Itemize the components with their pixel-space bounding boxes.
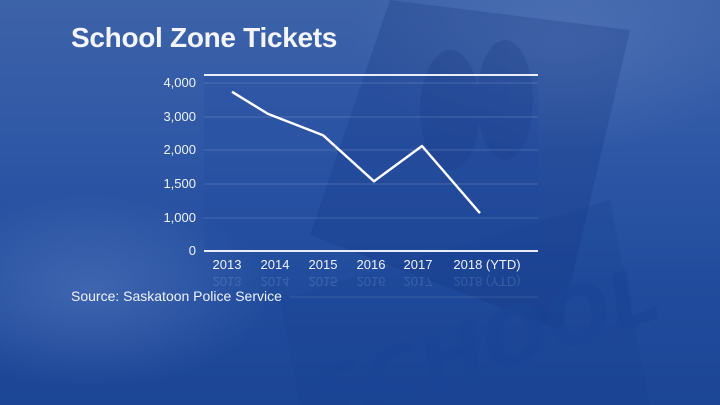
x-tick-label: 2017 [403,257,433,272]
x-tick-label: 2013 [212,257,242,272]
chart-title: School Zone Tickets [71,22,338,53]
x-tick-reflection: 2017 [403,274,433,289]
x-tick-label: 2016 [356,257,386,272]
gridlines [204,82,538,219]
x-tick-reflection: 2015 [308,274,338,289]
y-tick-label: 0 [188,243,196,258]
x-tick-reflection: 2013 [212,274,242,289]
x-tick-label: 2014 [260,257,290,272]
x-tick-label: 2015 [308,257,338,272]
series-line-school-zone-tickets [231,90,481,214]
y-tick-label: 1,000 [163,210,196,225]
y-tick-label: 2,000 [163,142,196,157]
plot-background [204,75,538,251]
x-tick-reflection: 2018 (YTD) [453,274,521,289]
y-tick-label: 4,000 [163,75,196,90]
y-tick-label: 3,000 [163,109,196,124]
x-tick-label: 2018 (YTD) [453,257,521,272]
source-note: Source: Saskatoon Police Service [71,288,282,304]
y-tick-label: 1,500 [163,176,196,191]
x-tick-reflection: 2016 [356,274,386,289]
x-tick-reflection: 2014 [260,274,290,289]
